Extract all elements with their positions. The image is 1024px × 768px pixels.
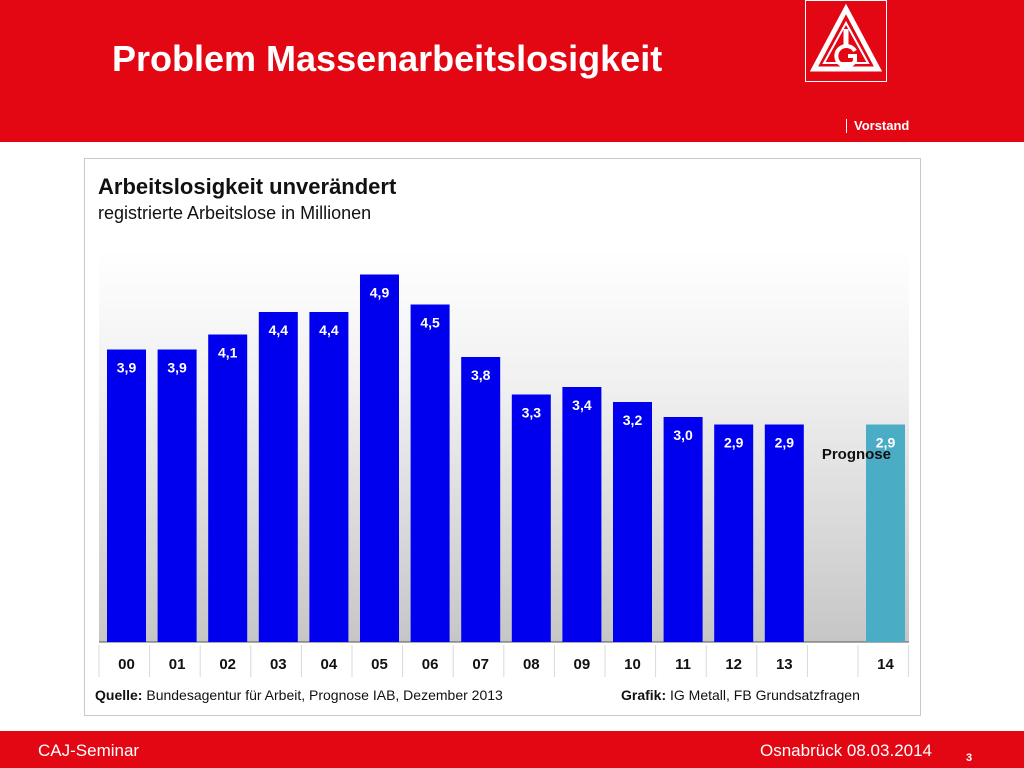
x-tick-label: 06 (422, 656, 439, 673)
bar (309, 312, 349, 642)
credit-label: Grafik: (621, 687, 667, 703)
bar-value-label: 2,9 (724, 435, 744, 451)
footer-band (0, 731, 1024, 768)
x-tick-label: 04 (321, 656, 338, 673)
bar (461, 357, 501, 642)
bar-value-label: 3,3 (522, 405, 542, 421)
x-tick-label: 12 (725, 656, 742, 673)
source-text: Bundesagentur für Arbeit, Prognose IAB, … (146, 687, 503, 703)
bar-value-label: 4,9 (370, 285, 390, 301)
bar-value-label: 4,1 (218, 345, 238, 361)
bar-value-label: 2,9 (876, 435, 896, 451)
x-tick-label: 03 (270, 656, 287, 673)
bar (764, 424, 804, 642)
bar-value-label: 4,5 (420, 315, 440, 331)
bar-value-label: 3,2 (623, 412, 643, 428)
bar-value-label: 3,9 (117, 360, 137, 376)
bar (410, 304, 450, 642)
bar (613, 402, 652, 642)
bar (258, 312, 298, 642)
x-tick-label: 10 (624, 656, 641, 673)
bar (157, 349, 197, 642)
x-tick-label: 01 (169, 656, 186, 673)
forecast-bar (866, 424, 905, 642)
bar-value-label: 4,4 (269, 322, 289, 338)
credit-text: IG Metall, FB Grundsatzfragen (670, 687, 860, 703)
bar (360, 274, 399, 642)
bar-value-label: 3,4 (572, 397, 592, 413)
source-note: Quelle: Bundesagentur für Arbeit, Progno… (95, 687, 503, 703)
x-tick-label: 08 (523, 656, 540, 673)
x-tick-label: 14 (877, 656, 894, 673)
source-label: Quelle: (95, 687, 143, 703)
bar (562, 387, 602, 642)
chart-title: Arbeitslosigkeit unverändert (98, 174, 397, 199)
forecast-label: Prognose (822, 446, 891, 463)
x-tick-label: 13 (776, 656, 793, 673)
org-label: Vorstand (846, 119, 909, 133)
footer-place-date: Osnabrück 08.03.2014 (760, 741, 933, 760)
x-tick-label: 09 (574, 656, 591, 673)
x-tick-label: 11 (675, 656, 691, 673)
chart-subtitle: registrierte Arbeitslose in Millionen (98, 203, 372, 223)
bar (714, 424, 754, 642)
x-tick-label: 07 (472, 656, 489, 673)
footer-event: CAJ-Seminar (38, 741, 140, 760)
ig-metall-logo (805, 0, 887, 82)
x-tick-label: 02 (219, 656, 236, 673)
bar (511, 394, 551, 642)
bar-value-label: 4,4 (319, 322, 339, 338)
bar-value-label: 2,9 (775, 435, 795, 451)
x-tick-label: 00 (118, 656, 135, 673)
bar (107, 349, 146, 642)
credit-note: Grafik: IG Metall, FB Grundsatzfragen (621, 687, 860, 703)
bar (663, 417, 703, 642)
slide-title: Problem Massenarbeitslosigkeit (112, 38, 663, 79)
bar-value-label: 3,0 (673, 427, 693, 443)
bar-value-label: 3,9 (167, 360, 187, 376)
x-tick-label: 05 (371, 656, 388, 673)
page-number: 3 (966, 752, 973, 764)
bar-value-label: 3,8 (471, 367, 491, 383)
bar (208, 334, 248, 642)
